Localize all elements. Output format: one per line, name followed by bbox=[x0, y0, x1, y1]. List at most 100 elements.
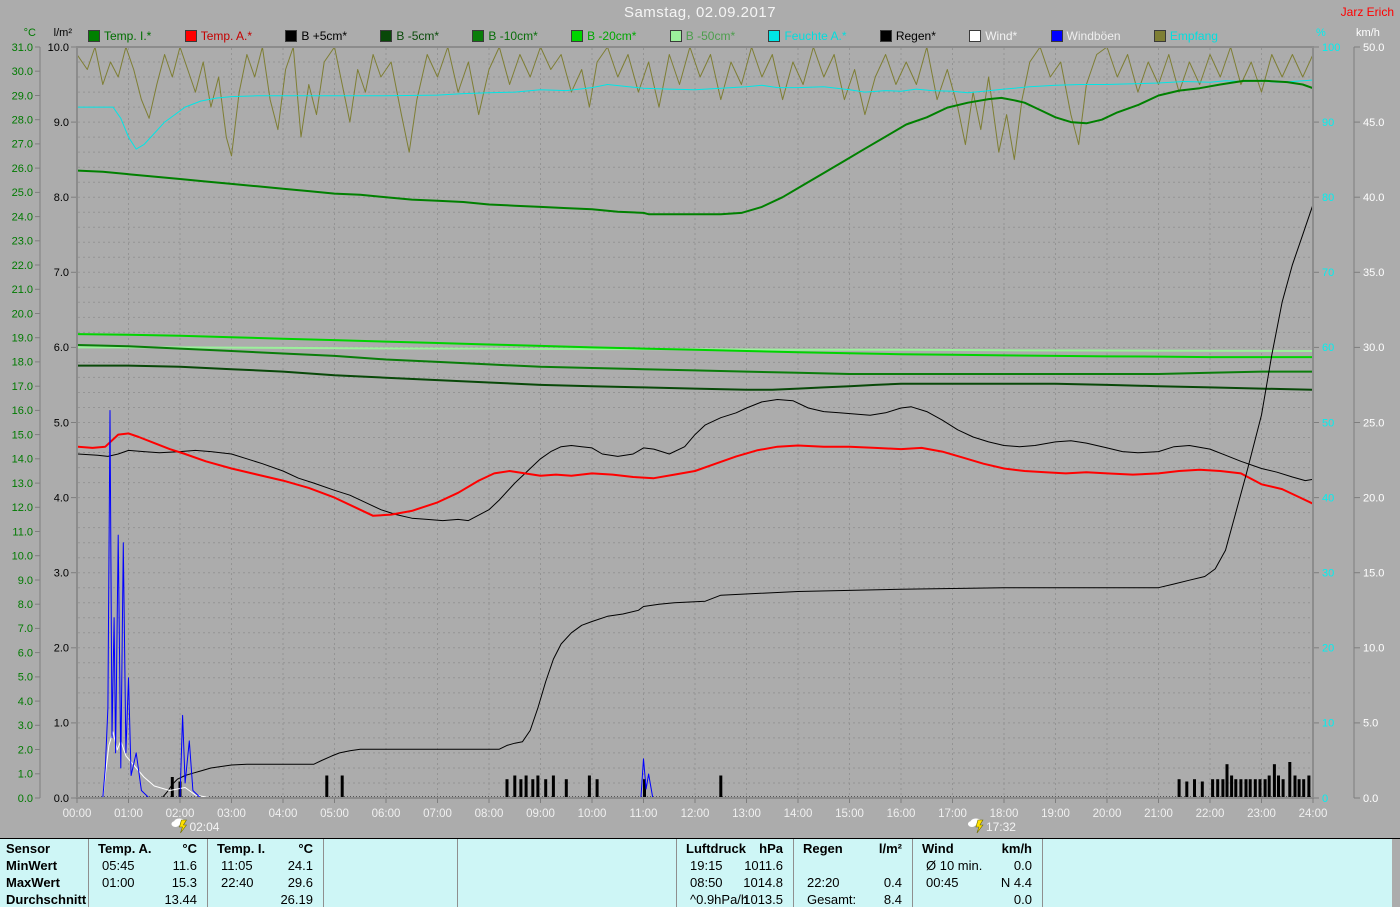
legend-item-b-20cm[interactable]: B -20cm* bbox=[571, 29, 636, 43]
legend-swatch-icon bbox=[184, 30, 197, 42]
x-axis-label: 05:00 bbox=[320, 808, 349, 820]
series-regen-bar bbox=[1230, 775, 1234, 798]
axis-tick-label: 100 bbox=[1322, 42, 1340, 54]
series-regen-bar bbox=[505, 779, 509, 798]
table-divider bbox=[1042, 839, 1043, 907]
legend-label: Temp. I.* bbox=[104, 29, 152, 43]
stats-cell: Sensor bbox=[6, 841, 51, 856]
axis-tick-label: 7.0 bbox=[18, 623, 33, 635]
series-regen-bar bbox=[1267, 775, 1271, 798]
series-regen-bar bbox=[1221, 779, 1225, 798]
series-regen-bar bbox=[519, 779, 523, 798]
series-wind-line bbox=[78, 731, 1312, 798]
axis-tick-label: 21.0 bbox=[12, 284, 33, 296]
series-regen-bar bbox=[325, 775, 329, 798]
axis-tick-label: 4.0 bbox=[54, 492, 69, 504]
legend-swatch-icon bbox=[571, 30, 584, 42]
series-regen-bar bbox=[536, 775, 540, 798]
legend-item-b-50cm[interactable]: B -50cm* bbox=[669, 29, 735, 43]
legend-label: Wind* bbox=[985, 29, 1018, 43]
legend-item-wind[interactable]: Wind* bbox=[969, 29, 1017, 43]
weather-chart: 31.0 30.0 29.0 28.0 27.0 26.0 25.0 24.0 23.0 22.0… bbox=[12, 42, 1385, 834]
legend-item-temp-a[interactable]: Temp. A.* bbox=[184, 29, 252, 43]
axis-tick-label: 22.0 bbox=[12, 260, 33, 272]
series-regen-bar bbox=[1277, 775, 1280, 798]
stats-cell: Durchschnitt bbox=[6, 892, 87, 907]
axis-unit-wind: km/h bbox=[1356, 27, 1380, 39]
axis-tick-label: 16.0 bbox=[12, 405, 33, 417]
series-regen-bar bbox=[1272, 764, 1276, 798]
axis-tick-label: 80 bbox=[1322, 192, 1334, 204]
legend-item-empfang[interactable]: Empfang bbox=[1153, 29, 1218, 43]
legend-item-b-5cm[interactable]: B +5cm* bbox=[285, 29, 347, 43]
axis-tick-label: 40 bbox=[1322, 492, 1334, 504]
legend-swatch-icon bbox=[88, 30, 100, 42]
series-regen-bar bbox=[1307, 775, 1311, 798]
stats-cell: °C bbox=[298, 841, 313, 856]
series-regen-bar bbox=[1258, 779, 1262, 798]
axis-tick-label: 10.0 bbox=[1363, 643, 1384, 655]
series-regen-bar bbox=[1216, 779, 1220, 798]
page-title: Samstag, 02.09.2017 bbox=[623, 4, 777, 21]
axis-tick-label: 0.0 bbox=[1363, 793, 1378, 805]
storm-marker: 17:32 bbox=[967, 818, 1016, 834]
table-right-gap bbox=[1392, 839, 1400, 907]
x-axis-label: 14:00 bbox=[784, 808, 813, 820]
stats-cell: 00:45 bbox=[926, 875, 959, 890]
legend-label: Feuchte A.* bbox=[784, 29, 847, 43]
series-b-5cm-line bbox=[78, 364, 1312, 391]
stats-cell: 29.6 bbox=[287, 875, 313, 890]
axis-tick-label: 5.0 bbox=[54, 417, 69, 429]
legend-swatch-icon bbox=[969, 30, 982, 42]
storm-marker-time: 02:04 bbox=[189, 820, 219, 834]
legend-item-b-10cm[interactable]: B -10cm* bbox=[472, 29, 538, 43]
legend-label: B +5cm* bbox=[301, 29, 348, 43]
x-axis-label: 11:00 bbox=[630, 808, 658, 820]
legend-label: Empfang bbox=[1169, 29, 1218, 43]
legend-swatch-icon bbox=[1153, 30, 1166, 42]
axis-tick-label: 1.0 bbox=[54, 718, 69, 730]
table-divider bbox=[676, 839, 677, 907]
stats-cell: Luftdruck bbox=[686, 841, 746, 856]
stats-cell: 1014.8 bbox=[743, 875, 783, 890]
series-temp-i-line bbox=[78, 79, 1312, 216]
stats-cell: l/m² bbox=[878, 841, 902, 856]
legend-item-regen[interactable]: Regen* bbox=[879, 29, 936, 43]
stats-cell: Ø 10 min. bbox=[926, 858, 983, 873]
axis-tick-label: 30.0 bbox=[1363, 342, 1384, 354]
x-axis-label: 19:00 bbox=[1041, 808, 1070, 820]
series-regen-bar bbox=[513, 775, 517, 798]
stats-cell: 26.19 bbox=[280, 892, 313, 907]
axis-tick-label: 25.0 bbox=[1363, 417, 1384, 429]
stats-cell: 0.4 bbox=[883, 875, 902, 890]
table-divider bbox=[323, 839, 324, 907]
stats-cell: ^0.9hPa/h bbox=[690, 892, 749, 907]
table-divider bbox=[793, 839, 794, 907]
series-regen-bar bbox=[719, 775, 723, 798]
stats-cell: hPa bbox=[759, 841, 783, 856]
series-regen-bar bbox=[340, 775, 344, 798]
axis-tick-label: 9.0 bbox=[18, 575, 33, 587]
stats-cell: MinWert bbox=[6, 858, 58, 873]
legend-item-windb-en[interactable]: Windböen bbox=[1050, 29, 1121, 43]
legend-item-temp-i[interactable]: Temp. I.* bbox=[88, 29, 151, 43]
x-axis-label: 16:00 bbox=[887, 808, 916, 820]
series-regen-bar bbox=[1263, 779, 1267, 798]
stats-cell: 1013.5 bbox=[743, 892, 783, 907]
axis-tick-label: 2.0 bbox=[18, 744, 33, 756]
axis-tick-label: 35.0 bbox=[1363, 267, 1384, 279]
axis-tick-label: 2.0 bbox=[54, 643, 69, 655]
series-regen-bar bbox=[551, 775, 555, 798]
storm-marker-time: 17:32 bbox=[986, 820, 1016, 834]
series-regen-bar bbox=[1200, 781, 1204, 798]
stats-table: Sensor MinWert MaxWert Durchschnitt Temp. A.… bbox=[0, 838, 1400, 907]
axis-tick-label: 15.0 bbox=[1363, 568, 1384, 580]
series-regen-bar bbox=[1248, 779, 1252, 798]
axis-tick-label: 27.0 bbox=[12, 139, 33, 151]
credit-label: Jarz Erich bbox=[1340, 5, 1394, 19]
axis-tick-label: 6.0 bbox=[18, 647, 33, 659]
legend-item-feuchte-a[interactable]: Feuchte A.* bbox=[768, 29, 847, 43]
stats-cell: 19:15 bbox=[690, 858, 723, 873]
legend-item-b-5cm[interactable]: B -5cm* bbox=[380, 29, 439, 43]
axis-tick-label: 10.0 bbox=[48, 42, 69, 54]
